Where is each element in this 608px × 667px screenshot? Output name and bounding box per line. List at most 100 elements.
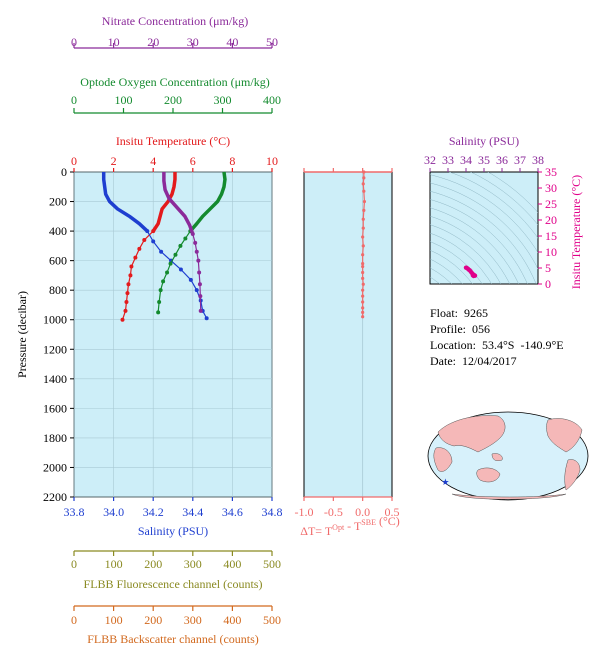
nitrate-tick-label: 50 (266, 35, 278, 49)
pressure-tick-label: 0 (61, 165, 67, 179)
backscatter-axis-label: FLBB Backscatter channel (counts) (87, 632, 259, 646)
delta-t-label-part: - T (344, 519, 362, 533)
float-position-marker: ★ (441, 477, 449, 487)
ts-temperature-tick-label: 15 (545, 229, 557, 243)
temperature-tick-label: 6 (190, 154, 196, 168)
oxygen-tick-label: 200 (164, 93, 182, 107)
main-grid (73, 171, 273, 498)
map-land-north-america (546, 418, 583, 453)
delta-t-layer: -1.0 -0.5 0.0 0.5ΔT= TOpt - TSBE (°C) (295, 168, 400, 538)
pressure-tick-label: 800 (49, 283, 67, 297)
map-land-africa (433, 447, 453, 472)
temperature-tick-label: 2 (111, 154, 117, 168)
oxygen-axis-label: Optode Oxygen Concentration (μm/kg) (80, 75, 269, 89)
oxygen-data-point (156, 310, 161, 315)
nitrate-tick-label: 30 (187, 35, 199, 49)
salinity-data-point (159, 249, 164, 254)
delta-t-data-point (361, 182, 365, 186)
delta-t-data-point (361, 264, 365, 269)
temperature-tick-label: 0 (71, 154, 77, 168)
fluorescence-tick-label: 200 (144, 557, 162, 571)
salinity-data-point (194, 288, 199, 293)
ts-temperature-tick-label: 20 (545, 213, 557, 227)
location-map: ★ (427, 411, 589, 501)
delta-t-data-point (361, 244, 365, 248)
oxygen-data-point (178, 243, 183, 248)
delta-t-data-point (361, 306, 365, 310)
ts-salinity-tick-label: 36 (496, 153, 508, 167)
ts-diagram-layer: 32 33 34 35 36 37 38 Salinity (PSU) 0 5 10 15 20 25 30… (424, 134, 583, 291)
delta-t-label-superscript: Opt (332, 523, 345, 532)
pressure-axis-label: Pressure (decibar) (15, 291, 29, 378)
map-land-eurasia (437, 415, 506, 453)
salinity-data-point (204, 316, 209, 321)
temperature-data-point (123, 308, 128, 313)
delta-t-tick-label: 0.5 (385, 505, 400, 519)
delta-t-data-point (361, 276, 365, 280)
nitrate-data-point (190, 232, 195, 237)
nitrate-tick-label: 20 (147, 35, 159, 49)
map-land-south-america (564, 459, 581, 491)
oxygen-data-point (158, 288, 163, 293)
profile-number-text: Profile: 056 (430, 322, 490, 336)
backscatter-tick-label: 100 (105, 613, 123, 627)
delta-t-data-point (362, 170, 366, 174)
oxygen-tick-label: 100 (115, 93, 133, 107)
fluorescence-tick-label: 100 (105, 557, 123, 571)
backscatter-tick-label: 500 (263, 613, 281, 627)
delta-t-label-superscript: SBE (361, 518, 376, 527)
temperature-data-point (129, 264, 134, 269)
temperature-data-point (151, 229, 156, 234)
salinity-tick-label: 34.8 (262, 505, 283, 519)
ts-diagram-panel (429, 171, 539, 285)
nitrate-data-point (198, 308, 203, 313)
ts-salinity-axis-label: Salinity (PSU) (449, 134, 519, 148)
delta-t-axis-label: ΔT= TOpt - TSBE (°C) (300, 514, 400, 538)
temperature-tick-label: 10 (266, 154, 278, 168)
delta-t-series-line (362, 172, 366, 317)
delta-t-data-point (361, 294, 365, 298)
nitrate-data-point (198, 294, 203, 299)
oxygen-tick-label: 300 (214, 93, 232, 107)
temperature-axis-label: Insitu Temperature (°C) (116, 134, 230, 148)
ts-temperature-tick-label: 25 (545, 197, 557, 211)
salinity-tick-label: 34.2 (143, 505, 164, 519)
temperature-data-point (142, 237, 147, 242)
map-land-antarctica (451, 493, 567, 500)
pressure-tick-label: 2200 (43, 490, 67, 504)
oxygen-data-point (168, 261, 173, 266)
pressure-tick-label: 200 (49, 195, 67, 209)
oxygen-tick-label: 400 (263, 93, 281, 107)
delta-t-data-point (361, 270, 365, 275)
map-land-islands (491, 453, 503, 461)
main-series (101, 171, 227, 322)
nitrate-axis-label: Nitrate Concentration (μm/kg) (102, 14, 248, 28)
fluorescence-tick-label: 400 (223, 557, 241, 571)
nitrate-data-point (197, 270, 202, 275)
date-text: Date: 12/04/2017 (430, 354, 517, 368)
delta-t-data-point (361, 217, 365, 221)
delta-t-data-point (362, 176, 366, 180)
pressure-tick-label: 1200 (43, 342, 67, 356)
pressure-tick-label: 400 (49, 224, 67, 238)
pressure-tick-label: 1400 (43, 372, 67, 386)
ts-temperature-tick-label: 35 (545, 165, 557, 179)
delta-t-panel (303, 171, 393, 498)
ts-temperature-axis-label: Insitu Temperature (°C) (569, 175, 583, 289)
temperature-data-point (125, 291, 130, 296)
nitrate-data-point (193, 240, 198, 245)
salinity-data-point (151, 239, 156, 244)
main-profile-panel (73, 171, 273, 498)
temperature-data-point (133, 255, 138, 260)
backscatter-tick-label: 300 (184, 613, 202, 627)
fluorescence-axis-label: FLBB Fluorescence channel (counts) (84, 577, 263, 591)
pressure-tick-label: 600 (49, 254, 67, 268)
backscatter-tick-label: 0 (71, 613, 77, 627)
salinity-axis-label: Salinity (PSU) (138, 524, 208, 538)
delta-t-data-point (361, 315, 365, 319)
delta-t-data-point (361, 310, 365, 314)
backscatter-tick-label: 200 (144, 613, 162, 627)
ts-salinity-tick-label: 32 (424, 153, 436, 167)
ts-salinity-tick-label: 35 (478, 153, 490, 167)
